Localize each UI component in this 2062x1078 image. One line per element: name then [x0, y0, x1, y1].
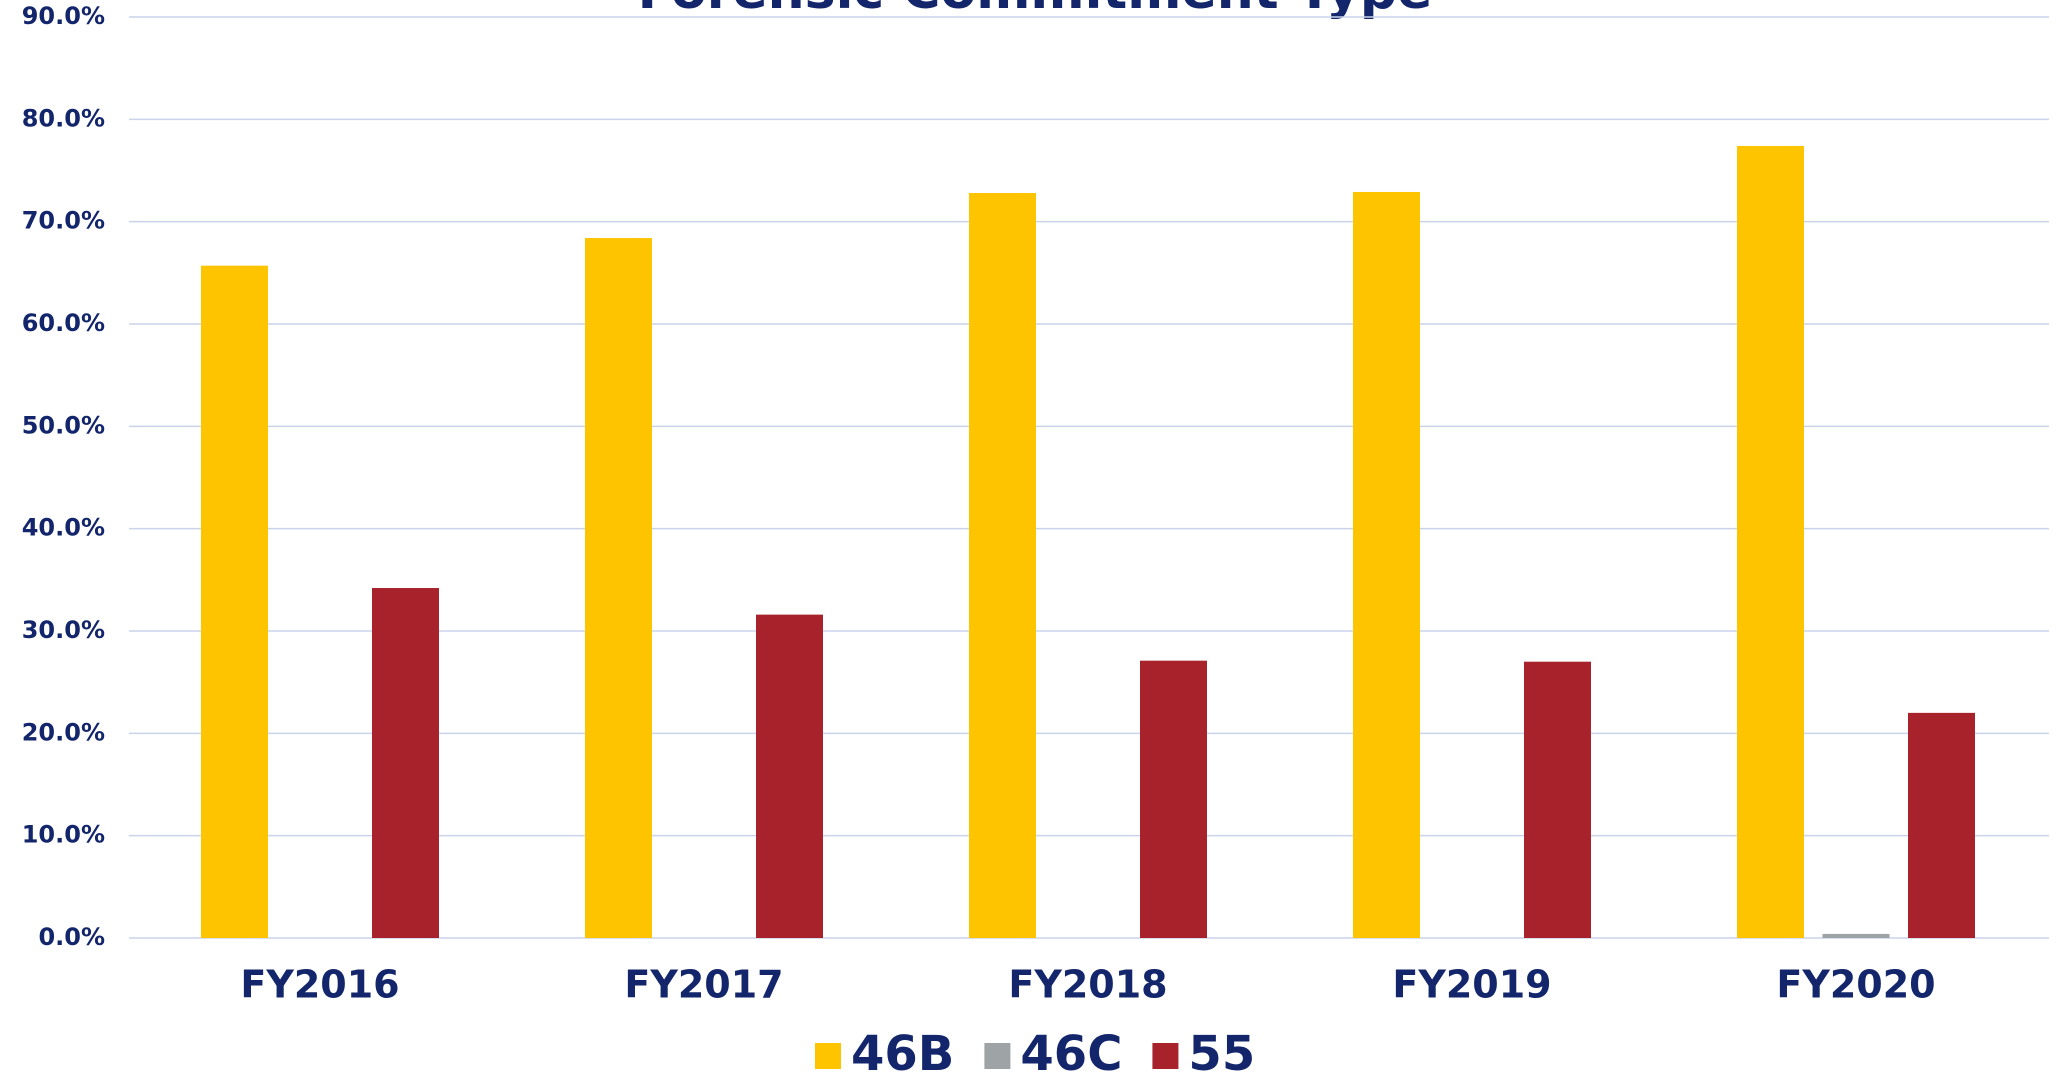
bar — [372, 588, 439, 938]
bar — [756, 614, 823, 938]
y-tick-label: 40.0% — [22, 514, 105, 542]
legend-label: 46B — [851, 1026, 954, 1078]
x-tick-label: FY2016 — [240, 963, 399, 1007]
legend-label: 55 — [1188, 1026, 1255, 1078]
bar — [1353, 191, 1420, 939]
y-tick-label: 10.0% — [22, 821, 105, 849]
x-tick-label: FY2017 — [624, 963, 783, 1007]
x-tick-label: FY2020 — [1776, 963, 1935, 1007]
y-tick-label: 80.0% — [22, 104, 105, 132]
bar — [1737, 145, 1804, 938]
bar — [1822, 933, 1890, 938]
bar — [1524, 661, 1591, 938]
bar — [1908, 712, 1975, 938]
bar — [1140, 660, 1207, 938]
y-tick-label: 20.0% — [22, 718, 105, 746]
x-tick-label: FY2019 — [1392, 963, 1551, 1007]
bar — [201, 265, 268, 938]
y-tick-label: 30.0% — [22, 616, 105, 644]
legend-swatch — [815, 1043, 841, 1069]
bar — [585, 238, 652, 939]
legend-swatch — [1152, 1043, 1179, 1069]
x-tick-label: FY2018 — [1008, 963, 1167, 1007]
y-tick-label: 0.0% — [38, 923, 105, 951]
chart-title: Forensic Commitment Type — [638, 0, 1433, 21]
legend-swatch — [984, 1043, 1011, 1069]
bar — [969, 193, 1036, 939]
legend-label: 46C — [1020, 1026, 1122, 1078]
y-tick-label: 70.0% — [22, 207, 105, 235]
y-tick-label: 50.0% — [22, 411, 105, 439]
y-tick-label: 90.0% — [22, 2, 105, 30]
y-tick-label: 60.0% — [22, 309, 105, 337]
